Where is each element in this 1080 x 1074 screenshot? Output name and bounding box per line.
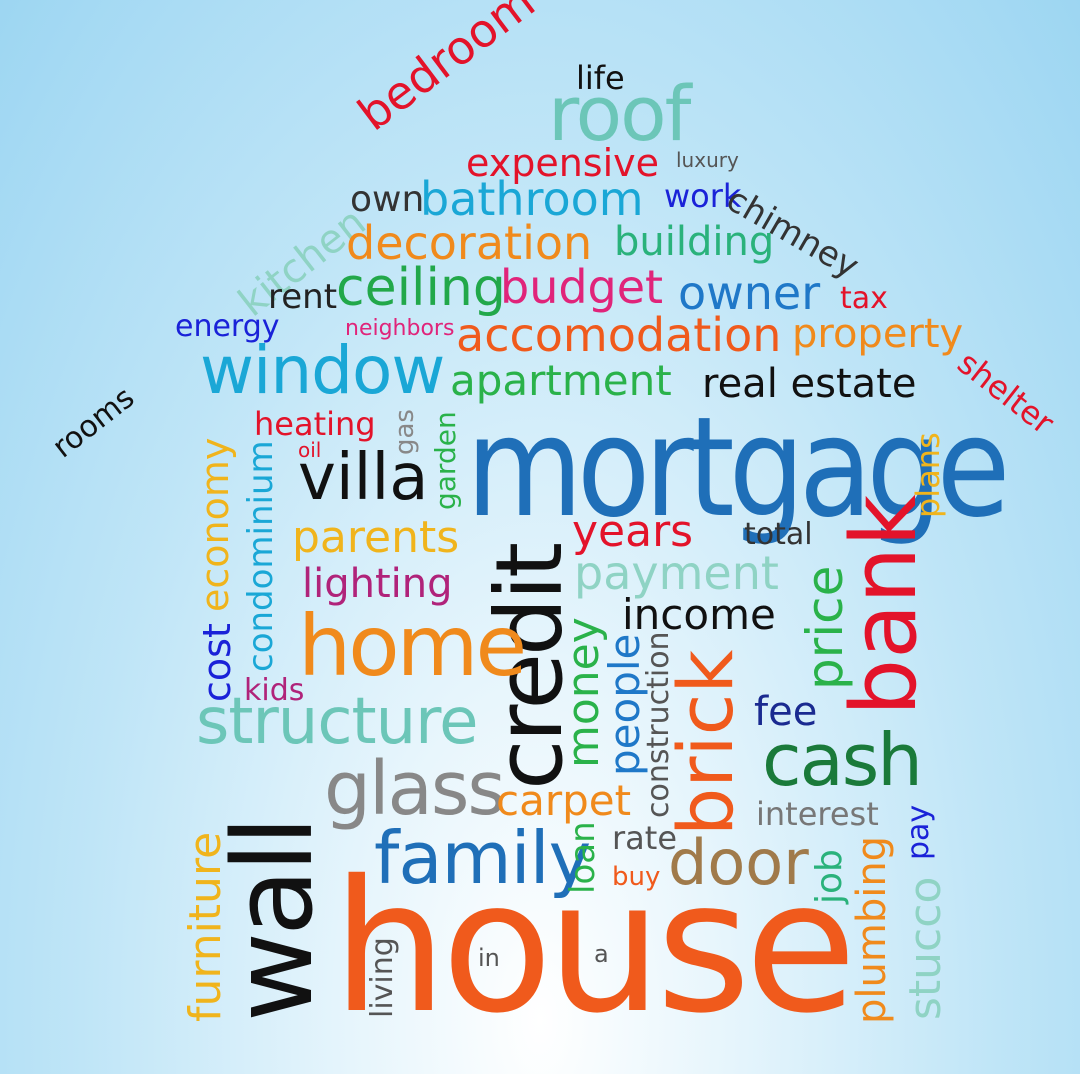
word-economy: economy xyxy=(193,437,237,612)
word-home: home xyxy=(298,597,527,695)
word-bathroom: bathroom xyxy=(420,172,644,226)
word-brick: brick xyxy=(661,649,750,836)
word-work: work xyxy=(664,177,742,215)
word-years: years xyxy=(572,506,694,557)
word-total: total xyxy=(744,517,813,552)
word-wall: wall xyxy=(209,819,337,1023)
word-window: window xyxy=(200,332,445,409)
word-heating: heating xyxy=(254,405,376,443)
word-roof: roof xyxy=(548,69,691,158)
word-property: property xyxy=(792,311,964,357)
word-rent: rent xyxy=(268,277,338,317)
word-bedroom: bedroom xyxy=(347,0,545,142)
word-interest: interest xyxy=(756,795,879,833)
word-people: people xyxy=(600,633,649,776)
word-buy: buy xyxy=(612,862,661,892)
word-owner: owner xyxy=(678,266,821,320)
word-in: in xyxy=(478,944,500,972)
word-fee: fee xyxy=(754,689,818,735)
word-family: family xyxy=(374,816,591,900)
word-decoration: decoration xyxy=(346,216,593,270)
word-own: own xyxy=(350,179,425,220)
word-luxury: luxury xyxy=(676,148,739,172)
word-plumbing: plumbing xyxy=(849,835,895,1024)
word-condominium: condominium xyxy=(241,440,281,672)
word-energy: energy xyxy=(175,309,280,344)
word-bank: bank xyxy=(832,494,937,716)
word-house: house xyxy=(332,841,857,1053)
word-door: door xyxy=(668,826,809,899)
word-neighbors: neighbors xyxy=(345,316,455,341)
word-tax: tax xyxy=(840,281,888,316)
word-structure: structure xyxy=(196,685,478,759)
word-ceiling: ceiling xyxy=(336,258,506,318)
word-pay: pay xyxy=(901,804,936,860)
word-furniture: furniture xyxy=(180,831,231,1022)
word-garden: garden xyxy=(429,411,462,510)
word-oil: oil xyxy=(298,438,322,462)
word-cash: cash xyxy=(762,718,923,802)
word-parents: parents xyxy=(292,512,460,563)
word-expensive: expensive xyxy=(466,141,660,185)
word-living: living xyxy=(365,937,400,1018)
word-kids: kids xyxy=(244,673,305,708)
word-lighting: lighting xyxy=(302,561,453,607)
word-budget: budget xyxy=(500,260,664,314)
word-villa: villa xyxy=(298,441,429,515)
word-building: building xyxy=(614,219,775,265)
word-accomodation: accomodation xyxy=(456,308,782,362)
word-rate: rate xyxy=(612,819,677,857)
word-apartment: apartment xyxy=(450,356,672,405)
word-carpet: carpet xyxy=(496,776,632,825)
word-real-estate: real estate xyxy=(702,361,917,407)
word-payment: payment xyxy=(574,546,779,600)
word-stucco: stucco xyxy=(900,876,951,1020)
word-glass: glass xyxy=(324,746,506,832)
word-income: income xyxy=(622,590,776,639)
word-a: a xyxy=(594,940,609,968)
word-rooms: rooms xyxy=(46,380,142,466)
word-mortgage: mortgage xyxy=(466,388,1010,549)
word-life: life xyxy=(576,59,625,97)
